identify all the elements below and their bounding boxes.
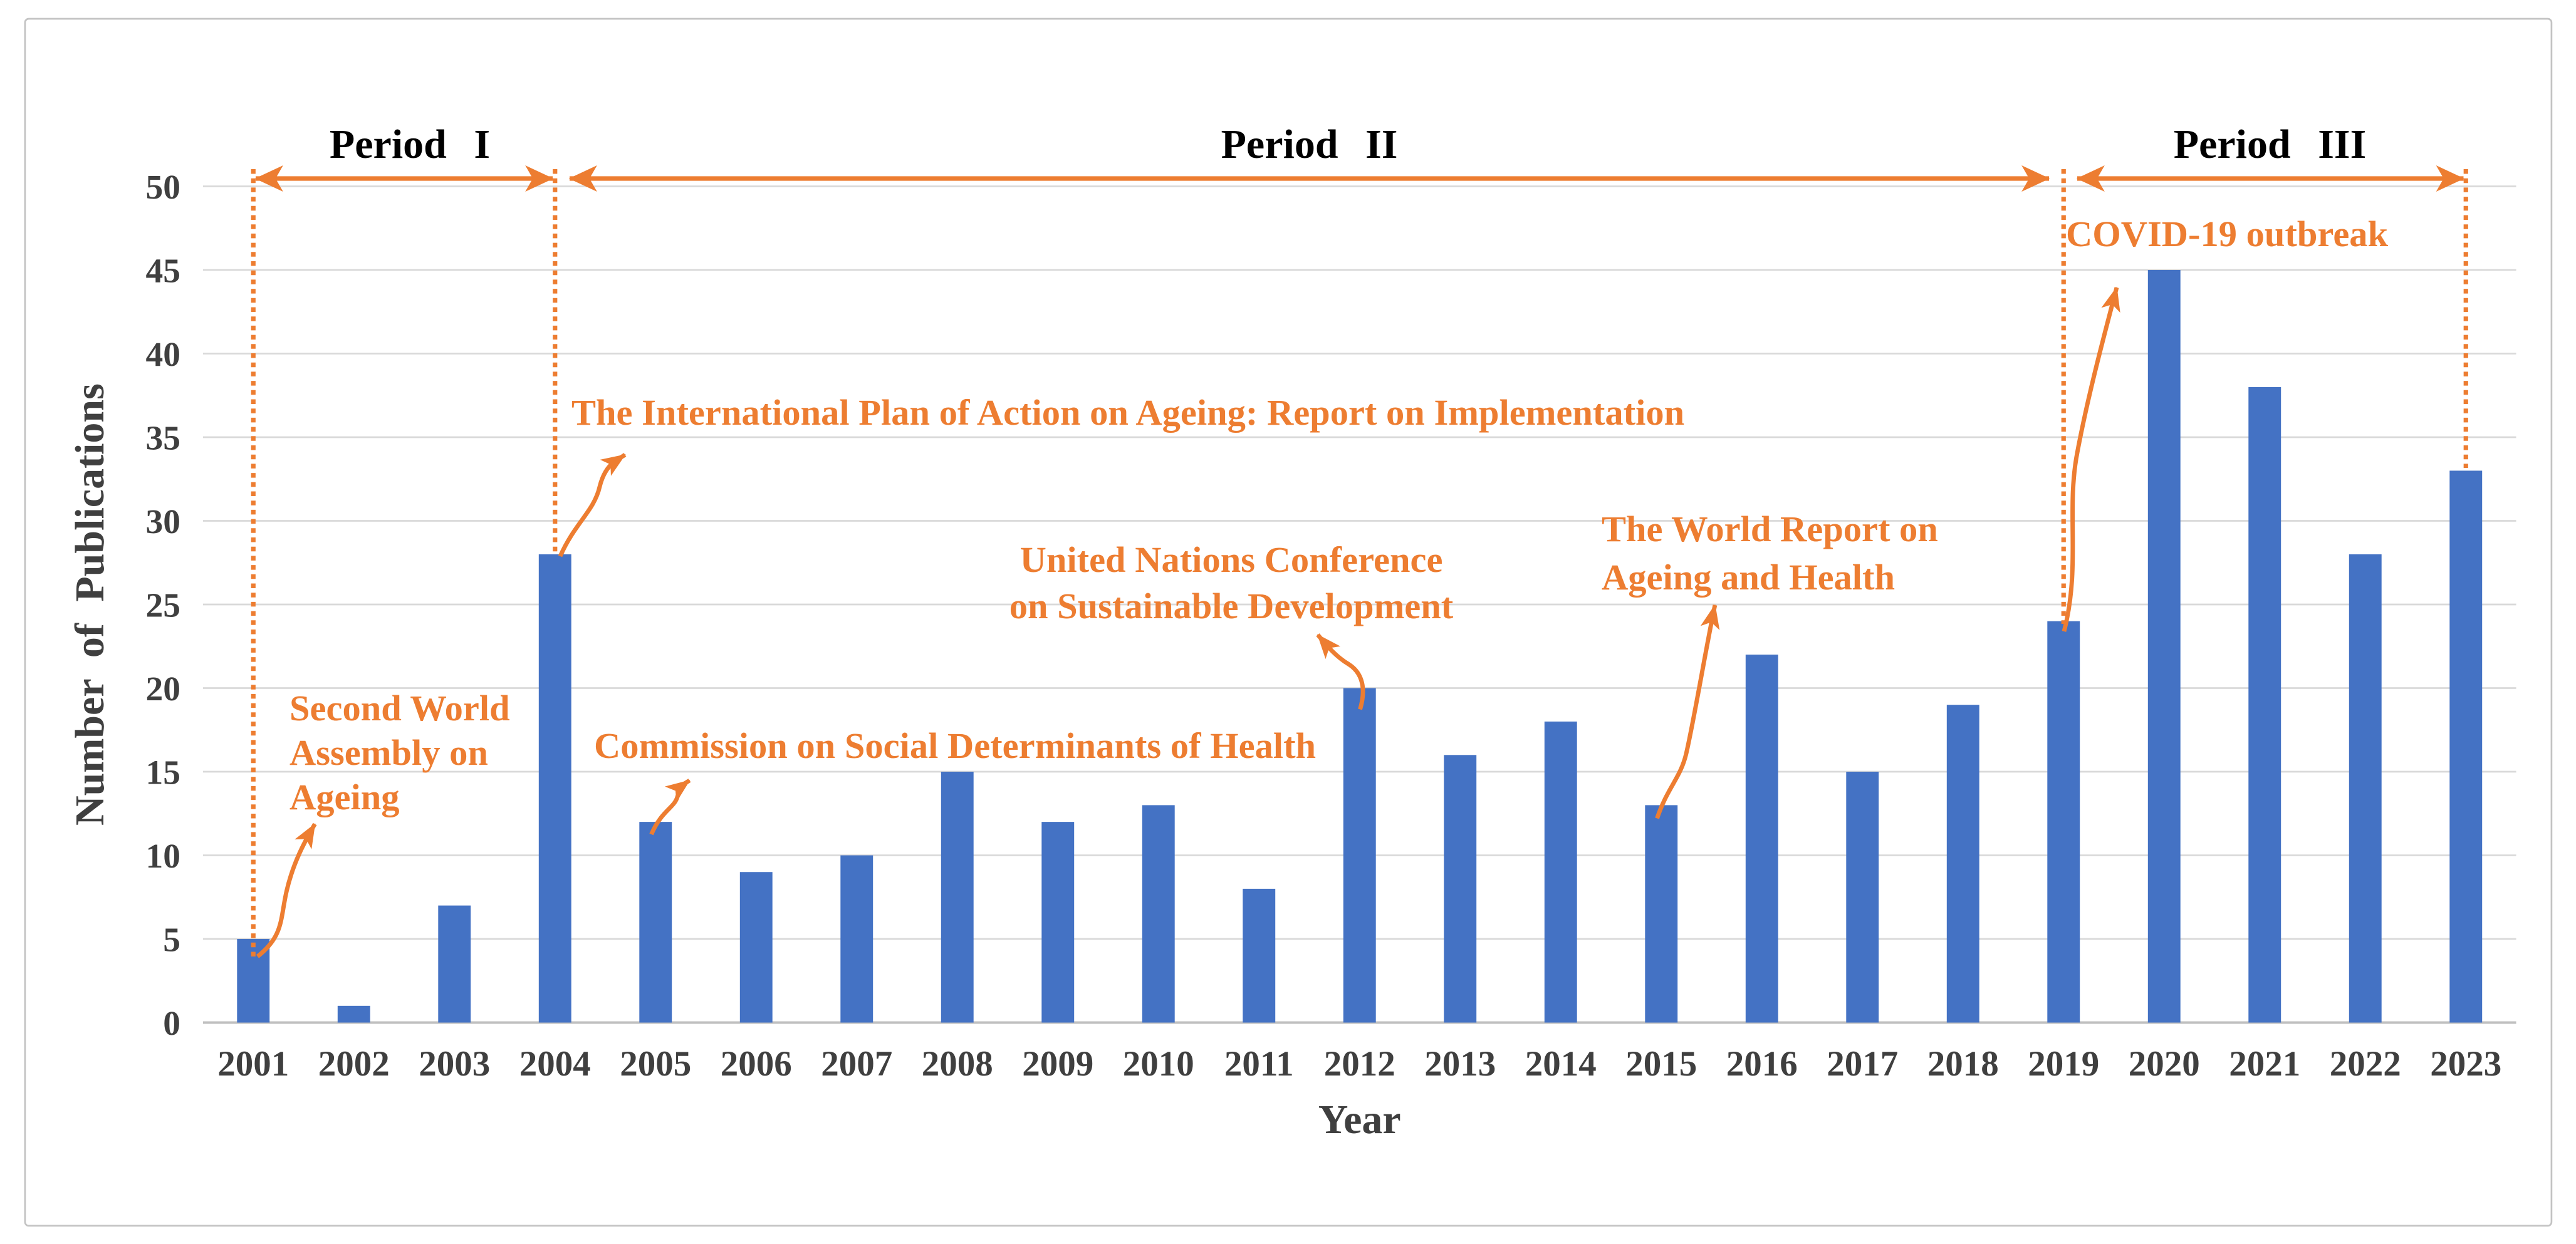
x-tick-label-2011: 2011 [1224,1044,1294,1084]
x-tick-label-2007: 2007 [821,1044,892,1084]
period-3-label: Period III [2174,122,2367,167]
arrow-to-covid [2062,286,2120,632]
y-tick-label: 50 [146,168,181,207]
y-tick-label: 25 [146,587,181,625]
x-tick-label-2006: 2006 [721,1044,792,1084]
y-tick-label: 35 [146,420,181,458]
y-tick-label: 45 [146,252,181,291]
x-tick-label-2008: 2008 [922,1044,993,1084]
bar-2006 [739,872,773,1023]
bar-2003 [438,905,471,1023]
bar-2004 [538,554,571,1023]
y-tick-label: 40 [146,336,181,374]
arrow-to-un-conference [1316,633,1365,710]
x-tick-label-2014: 2014 [1525,1044,1597,1084]
annotation-text: Ageing [289,777,400,817]
annotation-arrows [256,286,2120,958]
y-tick-label: 30 [146,503,181,541]
bar-2022 [2349,554,2382,1023]
x-axis-title: Year [1318,1097,1401,1143]
x-tick-label-2009: 2009 [1022,1044,1093,1084]
x-tick-label-2018: 2018 [1927,1044,1999,1084]
annotation-second-world-assembly: Second World Assembly on Ageing [289,688,510,817]
bar-2015 [1645,805,1678,1023]
bar-2021 [2248,386,2281,1023]
annotation-text: Second World [289,688,510,728]
y-axis-title: Number of Publications [67,383,113,826]
x-tick-label-2020: 2020 [2129,1044,2200,1084]
bar-2017 [1846,772,1879,1023]
y-tick-label: 5 [163,921,180,960]
bar-2010 [1142,805,1175,1023]
x-tick-label-2005: 2005 [620,1044,691,1084]
annotation-text: United Nations Conference [1020,539,1443,580]
x-tick-label-2012: 2012 [1324,1044,1395,1084]
x-tick-label-2019: 2019 [2028,1044,2099,1084]
x-tick-label-2016: 2016 [1726,1044,1798,1084]
annotation-world-report: The World Report on Ageing and Health [1602,509,1938,598]
x-tick-label-2001: 2001 [217,1044,289,1084]
bar-2019 [2047,621,2080,1023]
arrow-to-international-plan [558,453,627,557]
bar-2020 [2147,270,2181,1023]
y-axis-tick-labels: 0 5 10 15 20 25 30 35 40 45 50 [146,168,181,1043]
annotation-text: on Sustainable Development [1009,586,1454,626]
bars-group [237,270,2483,1023]
x-axis-tick-labels: 2001 2002 2003 2004 2005 2006 2007 2008 2009 2010… [217,1044,2501,1084]
annotation-un-conference: United Nations Conference on Sustainable… [1009,539,1454,626]
y-tick-label: 10 [146,837,181,876]
x-tick-label-2002: 2002 [318,1044,390,1084]
x-tick-label-2017: 2017 [1827,1044,1898,1084]
y-tick-label: 15 [146,754,181,792]
period-1-label: Period I [330,122,490,167]
bar-2002 [337,1005,370,1023]
bar-2023 [2449,470,2483,1023]
bar-2018 [1946,705,1979,1023]
arrow-to-commission [649,779,691,836]
annotation-covid-outbreak: COVID-19 outbreak [2066,214,2389,254]
annotation-text: The World Report on [1602,509,1938,549]
x-tick-label-2015: 2015 [1625,1044,1697,1084]
x-tick-label-2022: 2022 [2330,1044,2401,1084]
annotation-commission: Commission on Social Determinants of Hea… [594,725,1316,766]
bar-2014 [1544,721,1577,1023]
bar-2007 [840,855,873,1023]
bar-2005 [639,822,672,1023]
x-tick-label-2013: 2013 [1424,1044,1496,1084]
x-tick-label-2003: 2003 [419,1044,490,1084]
period-2-label: Period II [1221,122,1398,167]
annotation-international-plan: The International Plan of Action on Agei… [571,392,1684,433]
period-boundary-lines [251,169,2468,960]
y-tick-label: 0 [163,1005,180,1043]
x-tick-label-2023: 2023 [2430,1044,2501,1084]
bar-2008 [941,772,974,1023]
x-tick-label-2021: 2021 [2229,1044,2300,1084]
arrow-to-second-world [256,822,317,958]
bar-2016 [1745,655,1778,1023]
bar-2011 [1243,888,1276,1023]
annotation-text: Ageing and Health [1602,557,1895,598]
annotation-text: Assembly on [289,732,488,773]
x-tick-label-2010: 2010 [1123,1044,1194,1084]
x-tick-label-2004: 2004 [519,1044,591,1084]
arrow-to-world-report [1655,604,1720,819]
y-tick-label: 20 [146,670,181,708]
bar-2009 [1041,822,1075,1023]
bar-2012 [1343,688,1376,1023]
bar-2013 [1444,755,1477,1023]
